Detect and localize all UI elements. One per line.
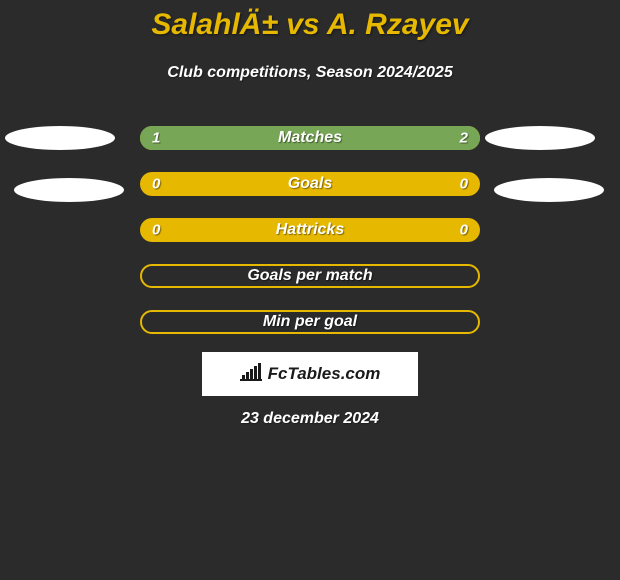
date-label: 23 december 2024 [0, 410, 620, 428]
stat-right-value: 0 [460, 222, 468, 239]
brand-text: FcTables.com [268, 364, 381, 384]
player-left-oval-top [5, 126, 115, 150]
player-right-oval-bottom [494, 178, 604, 202]
stat-label: Matches [140, 129, 480, 147]
stat-label: Hattricks [140, 221, 480, 239]
stat-label: Min per goal [142, 313, 478, 331]
stat-left-value: 0 [152, 176, 160, 193]
stat-row: Min per goal [140, 310, 480, 334]
stat-label: Goals per match [142, 267, 478, 285]
stat-row: Goals0 0 [140, 172, 480, 196]
brand-box: FcTables.com [202, 352, 418, 396]
page-title: SalahlÄ± vs A. Rzayev [0, 8, 620, 42]
subtitle: Club competitions, Season 2024/2025 [0, 64, 620, 82]
stat-row: Matches1 2 [140, 126, 480, 150]
bar-chart-icon [240, 363, 262, 386]
stat-right-value: 0 [460, 176, 468, 193]
player-left-oval-bottom [14, 178, 124, 202]
stat-row: Goals per match [140, 264, 480, 288]
stat-label: Goals [140, 175, 480, 193]
player-right-oval-top [485, 126, 595, 150]
stat-row: Hattricks0 0 [140, 218, 480, 242]
comparison-canvas: SalahlÄ± vs A. Rzayev Club competitions,… [0, 0, 620, 580]
stat-left-value: 1 [152, 130, 160, 147]
stat-left-value: 0 [152, 222, 160, 239]
stat-right-value: 2 [460, 130, 468, 147]
